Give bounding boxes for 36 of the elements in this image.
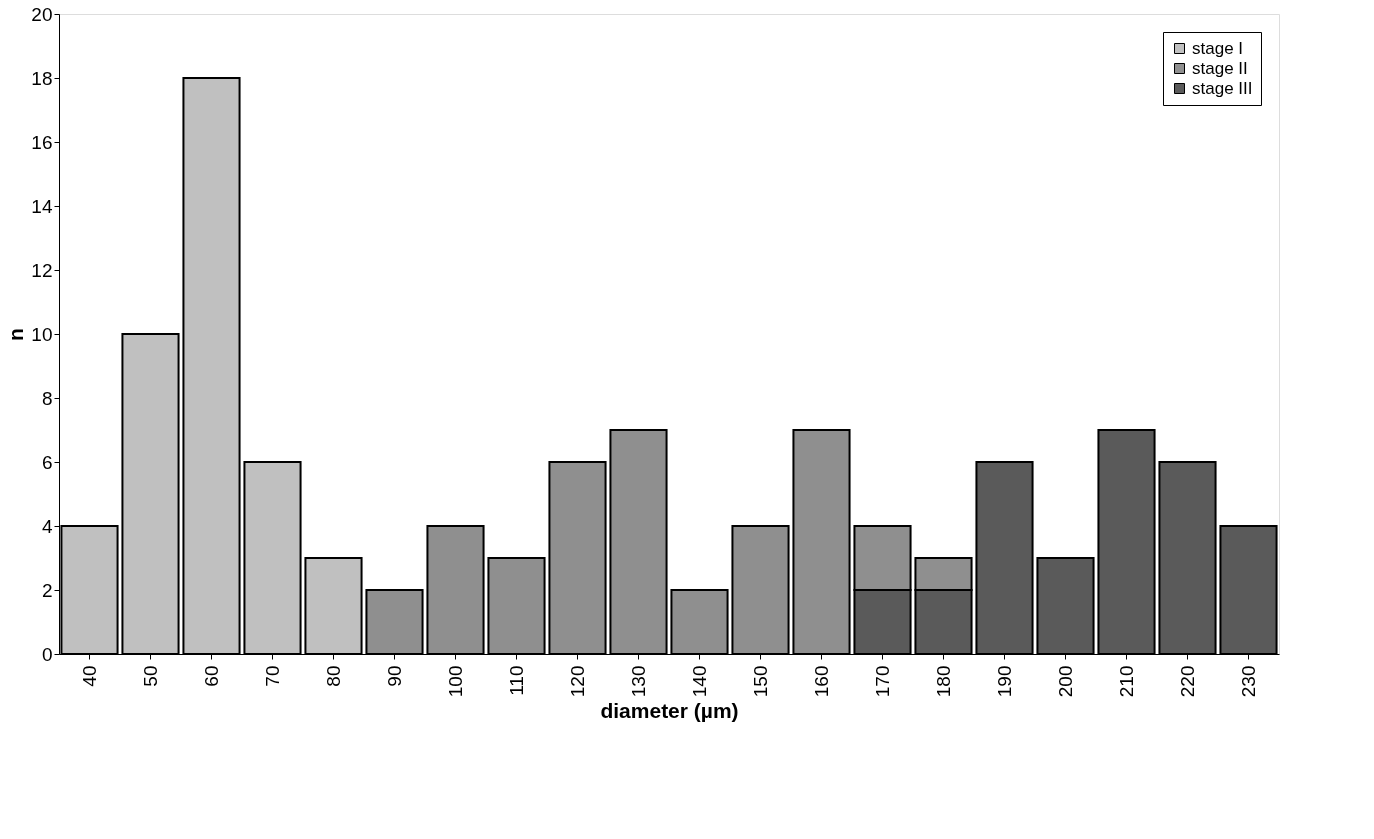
x-tick-label: 190: [993, 665, 1015, 698]
x-tick-label: 100: [444, 665, 466, 698]
x-tick-label: 200: [1054, 665, 1076, 698]
x-tick-label: 40: [78, 665, 100, 687]
x-tick-label: 170: [871, 665, 893, 698]
x-tick-label: 230: [1237, 665, 1259, 698]
x-tick-label: 90: [383, 665, 405, 687]
y-tick-label: 16: [31, 131, 53, 153]
x-tick-label: 120: [566, 665, 588, 698]
x-tick-label: 80: [322, 665, 344, 687]
y-axis-title: n: [4, 328, 28, 341]
x-tick-label: 140: [688, 665, 710, 698]
x-tick-label: 180: [932, 665, 954, 698]
x-tick-label: 160: [810, 665, 832, 698]
y-tick-label: 8: [41, 387, 53, 409]
x-tick-label: 210: [1115, 665, 1137, 698]
y-tick-label: 2: [41, 579, 53, 601]
y-tick-label: 4: [41, 515, 53, 537]
x-tick-label: 110: [505, 665, 527, 696]
y-tick-label: 0: [41, 643, 53, 665]
y-tick-label: 6: [41, 451, 53, 473]
x-axis-title: diameter (µm): [600, 699, 739, 723]
x-tick-label: 50: [139, 665, 161, 687]
y-tick-label: 14: [31, 195, 53, 217]
legend-label: stage II: [1192, 58, 1248, 78]
y-tick-label: 12: [31, 259, 53, 281]
legend-label: stage III: [1192, 78, 1253, 98]
x-tick-label: 150: [749, 665, 771, 698]
y-tick-label: 10: [31, 323, 53, 345]
y-tick-label: 20: [31, 3, 53, 25]
legend-label: stage I: [1192, 38, 1244, 58]
x-tick-label: 220: [1176, 665, 1198, 698]
x-tick-label: 60: [200, 665, 222, 687]
y-tick-label: 18: [31, 67, 53, 89]
x-tick-label: 70: [261, 665, 283, 687]
x-tick-label: 130: [627, 665, 649, 698]
